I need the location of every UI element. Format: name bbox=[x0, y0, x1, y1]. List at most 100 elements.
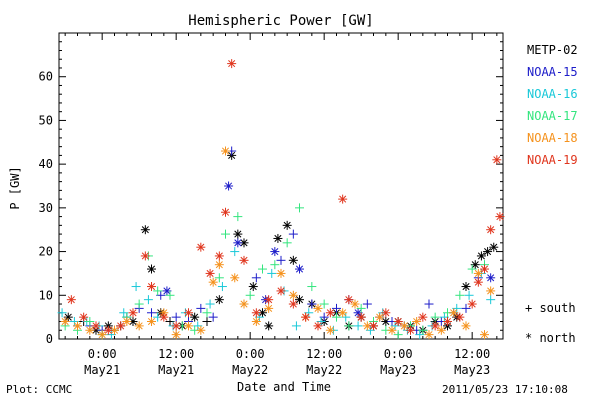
legend-entry: NOAA-19 bbox=[527, 153, 578, 167]
y-tick-label: 60 bbox=[39, 70, 53, 84]
data-point bbox=[202, 317, 212, 327]
data-point bbox=[412, 317, 422, 327]
data-point bbox=[492, 155, 502, 165]
data-point bbox=[461, 321, 471, 331]
marker-legend-entry: * north bbox=[525, 331, 576, 345]
legend-entry: METP-02 bbox=[527, 43, 578, 57]
x-tick-label-time: 12:00 bbox=[306, 347, 342, 361]
data-points bbox=[57, 59, 505, 340]
data-point bbox=[393, 330, 403, 340]
data-point bbox=[233, 238, 243, 248]
data-point bbox=[424, 299, 434, 309]
data-point bbox=[221, 207, 230, 217]
data-point bbox=[455, 290, 465, 300]
legend: METP-02 NOAA-15 NOAA-16 NOAA-17 NOAA-18 NOAA-… bbox=[525, 43, 578, 345]
data-point bbox=[486, 225, 496, 235]
x-axis-label: Date and Time bbox=[237, 380, 331, 394]
data-point bbox=[251, 317, 261, 327]
y-tick-label: 50 bbox=[39, 113, 53, 127]
x-tick-label-time: 0:00 bbox=[384, 347, 413, 361]
data-point bbox=[147, 308, 156, 318]
data-point bbox=[205, 268, 215, 278]
data-point bbox=[406, 325, 415, 335]
data-point bbox=[486, 273, 496, 283]
data-point bbox=[171, 321, 181, 331]
legend-entry: NOAA-18 bbox=[527, 131, 578, 145]
data-point bbox=[467, 299, 477, 309]
data-point bbox=[239, 255, 249, 265]
data-point bbox=[338, 194, 348, 204]
data-point bbox=[239, 299, 249, 309]
data-point bbox=[288, 299, 298, 309]
data-point bbox=[362, 299, 372, 309]
data-point bbox=[295, 264, 304, 274]
x-tick-label-day: May23 bbox=[380, 363, 416, 377]
data-point bbox=[184, 308, 193, 318]
data-point bbox=[79, 312, 89, 322]
data-point bbox=[467, 264, 477, 274]
data-point bbox=[230, 247, 240, 257]
data-point bbox=[214, 295, 224, 305]
data-point bbox=[85, 325, 95, 335]
data-point bbox=[362, 321, 372, 331]
data-point bbox=[282, 238, 292, 248]
plot-credit: Plot: CCMC bbox=[6, 383, 73, 396]
data-point bbox=[221, 146, 230, 156]
data-point bbox=[356, 312, 366, 322]
data-point bbox=[147, 264, 156, 274]
y-tick-label: 40 bbox=[39, 157, 53, 171]
data-point bbox=[307, 299, 317, 309]
data-point bbox=[473, 268, 483, 278]
data-point bbox=[418, 312, 428, 322]
x-tick-label-day: May22 bbox=[306, 363, 342, 377]
data-point bbox=[424, 330, 434, 340]
data-point bbox=[85, 317, 95, 327]
data-point bbox=[196, 325, 206, 335]
data-point bbox=[264, 303, 274, 313]
data-point bbox=[66, 295, 76, 305]
data-point bbox=[387, 325, 397, 335]
data-point bbox=[307, 282, 317, 292]
data-point bbox=[273, 233, 283, 243]
data-point bbox=[245, 290, 255, 300]
plot-area bbox=[58, 32, 504, 340]
data-point bbox=[486, 286, 496, 296]
data-point bbox=[483, 247, 493, 257]
data-point bbox=[233, 229, 243, 239]
x-tick-label-time: 12:00 bbox=[454, 347, 490, 361]
data-point bbox=[356, 303, 366, 313]
data-point bbox=[214, 260, 224, 270]
data-point bbox=[103, 325, 113, 335]
data-point bbox=[122, 317, 132, 327]
data-point bbox=[270, 247, 280, 257]
data-point bbox=[128, 308, 138, 318]
data-point bbox=[264, 295, 274, 305]
data-point bbox=[476, 251, 486, 261]
legend-entry: NOAA-16 bbox=[527, 87, 578, 101]
data-point bbox=[276, 255, 286, 265]
data-point bbox=[208, 277, 218, 287]
data-point bbox=[325, 325, 335, 335]
plot-timestamp: 2011/05/23 17:10:08 bbox=[442, 383, 568, 396]
data-point bbox=[227, 59, 237, 69]
marker-legend-entry: + south bbox=[525, 301, 576, 315]
data-point bbox=[288, 229, 298, 239]
x-tick-label-day: May21 bbox=[84, 363, 120, 377]
data-point bbox=[131, 282, 141, 292]
x-tick-label-day: May22 bbox=[232, 363, 268, 377]
data-point bbox=[147, 317, 156, 327]
data-point bbox=[230, 273, 240, 283]
data-point bbox=[344, 295, 354, 305]
data-point bbox=[461, 282, 471, 292]
data-point bbox=[313, 321, 323, 331]
legend-entry: NOAA-17 bbox=[527, 109, 578, 123]
data-point bbox=[443, 317, 452, 327]
data-point bbox=[171, 312, 181, 322]
data-point bbox=[248, 282, 258, 292]
data-point bbox=[73, 321, 82, 331]
data-point bbox=[288, 290, 298, 300]
data-point bbox=[267, 268, 277, 278]
x-tick-label-time: 0:00 bbox=[236, 347, 265, 361]
data-point bbox=[473, 277, 483, 287]
